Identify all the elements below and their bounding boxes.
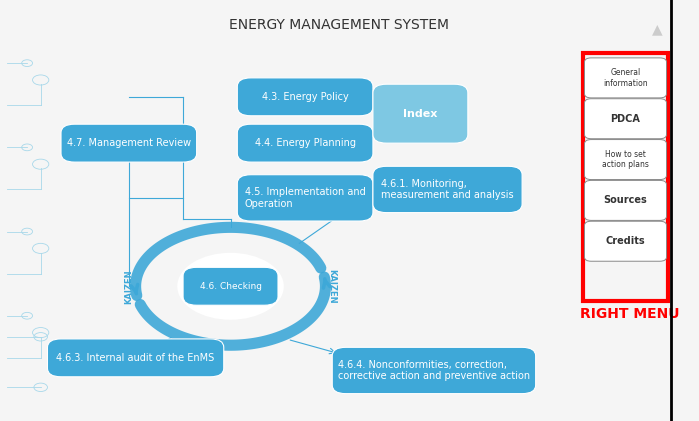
Text: 4.4. Energy Planning: 4.4. Energy Planning — [254, 138, 356, 148]
FancyBboxPatch shape — [238, 78, 373, 116]
FancyBboxPatch shape — [373, 166, 522, 213]
FancyBboxPatch shape — [238, 175, 373, 221]
FancyBboxPatch shape — [48, 339, 224, 377]
Text: KAIZEN: KAIZEN — [124, 269, 134, 304]
Text: PDCA: PDCA — [610, 114, 640, 124]
Text: 4.7. Management Review: 4.7. Management Review — [67, 138, 191, 148]
FancyBboxPatch shape — [584, 181, 667, 221]
Text: General
information: General information — [603, 68, 648, 88]
FancyBboxPatch shape — [183, 267, 278, 305]
FancyBboxPatch shape — [332, 347, 535, 394]
FancyBboxPatch shape — [61, 124, 196, 162]
FancyBboxPatch shape — [584, 99, 667, 139]
Text: How to set
action plans: How to set action plans — [602, 150, 649, 169]
Text: KAIZEN: KAIZEN — [328, 269, 337, 304]
FancyBboxPatch shape — [584, 221, 667, 261]
Text: 4.5. Implementation and
Operation: 4.5. Implementation and Operation — [245, 187, 366, 209]
Text: Index: Index — [403, 109, 438, 119]
FancyBboxPatch shape — [584, 58, 667, 98]
FancyBboxPatch shape — [584, 140, 667, 179]
Text: ENERGY MANAGEMENT SYSTEM: ENERGY MANAGEMENT SYSTEM — [229, 18, 449, 32]
Text: 4.6.3. Internal audit of the EnMS: 4.6.3. Internal audit of the EnMS — [57, 353, 215, 363]
FancyBboxPatch shape — [238, 124, 373, 162]
Text: 4.6. Checking: 4.6. Checking — [199, 282, 261, 291]
FancyBboxPatch shape — [373, 84, 468, 143]
Text: 4.6.1. Monitoring,
measurement and analysis: 4.6.1. Monitoring, measurement and analy… — [381, 179, 514, 200]
Text: RIGHT MENU: RIGHT MENU — [579, 306, 679, 321]
Text: Credits: Credits — [606, 236, 645, 246]
Circle shape — [178, 254, 283, 319]
Text: ▲: ▲ — [652, 22, 663, 37]
Text: Sources: Sources — [604, 195, 647, 205]
Text: 4.6.4. Nonconformities, correction,
corrective action and preventive action: 4.6.4. Nonconformities, correction, corr… — [338, 360, 530, 381]
Text: 4.3. Energy Policy: 4.3. Energy Policy — [261, 92, 349, 102]
